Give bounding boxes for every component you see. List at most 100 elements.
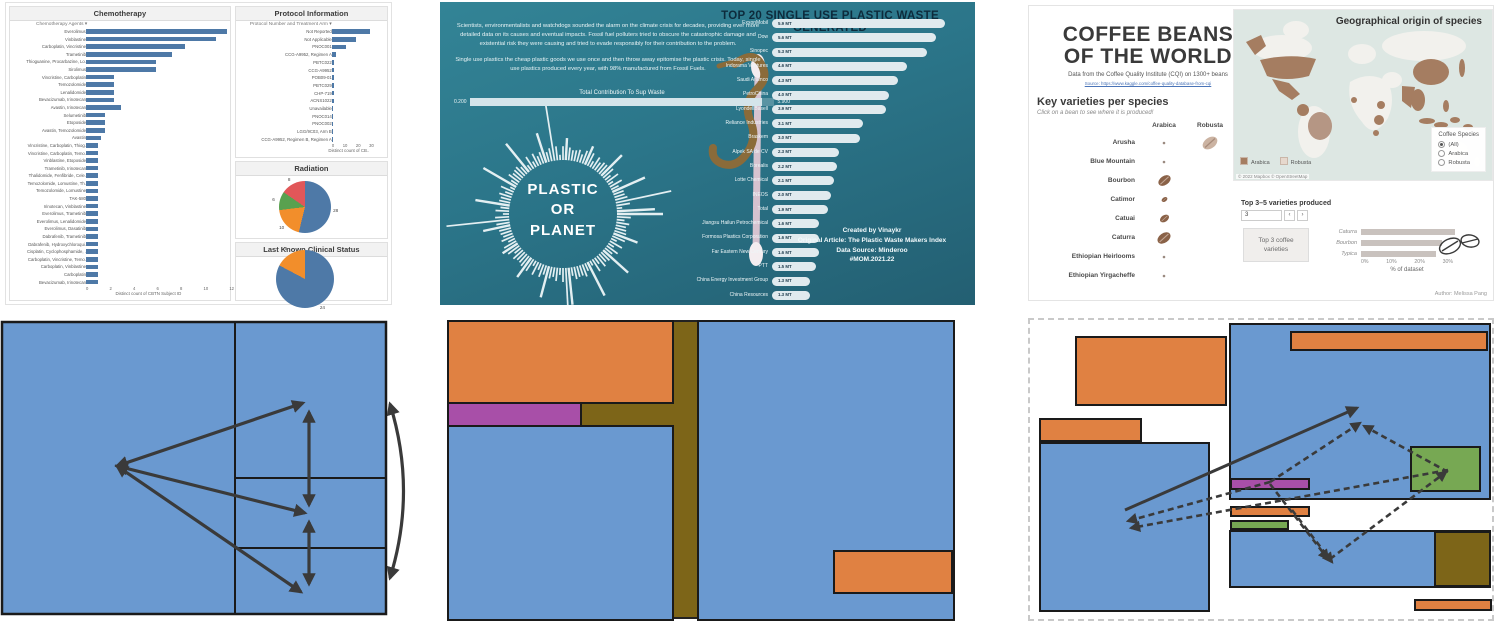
bar-mark[interactable]	[86, 67, 157, 72]
bar-mark[interactable]	[772, 190, 831, 200]
mini-bar-mark[interactable]	[1361, 228, 1455, 235]
bar-mark[interactable]	[331, 52, 336, 57]
bar-mark[interactable]	[772, 33, 937, 43]
bar-mark[interactable]	[86, 272, 99, 277]
arabica-bean-cell[interactable]	[1141, 274, 1187, 278]
bar-mark[interactable]	[86, 219, 99, 224]
bar-mark[interactable]	[772, 233, 819, 243]
bar-mark[interactable]	[331, 98, 335, 104]
bar-mark[interactable]	[86, 279, 99, 285]
block-title-orange	[1075, 336, 1227, 406]
bar-mark[interactable]	[86, 44, 185, 49]
bar-mark[interactable]	[331, 106, 334, 111]
world-map[interactable]: Geographical origin of species Arabica Ro…	[1233, 9, 1493, 181]
bar-mark[interactable]	[86, 59, 157, 65]
bar-mark[interactable]	[331, 83, 335, 88]
arabica-bean-cell[interactable]	[1141, 141, 1187, 145]
bar-mark[interactable]	[772, 104, 887, 114]
bar-mark[interactable]	[772, 290, 811, 300]
bar-mark[interactable]	[772, 119, 863, 129]
bar-mark[interactable]	[86, 203, 99, 209]
bar-mark[interactable]	[772, 219, 819, 229]
arabica-bean-cell[interactable]	[1141, 230, 1187, 246]
species-radio-option[interactable]: Arabica	[1438, 149, 1479, 158]
bar-mark[interactable]	[772, 176, 834, 186]
bar-mark[interactable]	[772, 147, 840, 157]
bar-mark[interactable]	[86, 135, 101, 141]
bar-mark[interactable]	[331, 75, 335, 81]
stepper-value-input[interactable]: 3	[1241, 210, 1282, 221]
bar-mark[interactable]	[772, 205, 828, 215]
bar-mark[interactable]	[85, 29, 227, 34]
chemotherapy-bar-chart[interactable]: Everolimus Vinblastine Carboplatin, Vincri…	[10, 28, 230, 285]
bar-mark[interactable]	[86, 264, 99, 270]
bar-mark[interactable]	[86, 82, 115, 87]
top-3-coffee-varieties-button[interactable]: Top 3 coffee varieties	[1243, 228, 1309, 262]
bar-mark[interactable]	[86, 143, 99, 148]
plastic-top20-bar-chart[interactable]: ExxonMobil 5.9 MT Dow 5.6 MT Sinopec 5.3 MT In…	[696, 19, 967, 300]
bar-mark[interactable]	[86, 165, 99, 171]
arabica-bean-cell[interactable]	[1141, 255, 1187, 259]
coffee-source-link[interactable]: Source: https://www.kaggle.com/coffee-qu…	[1084, 81, 1212, 86]
species-radio-option[interactable]: (All)	[1438, 140, 1479, 149]
bar-mark[interactable]	[86, 150, 99, 156]
bar-mark[interactable]	[772, 133, 860, 143]
stepper-decrement-button[interactable]: ‹	[1284, 210, 1295, 221]
bar-mark[interactable]	[86, 89, 115, 95]
bar-row: Sirolimus	[12, 67, 227, 72]
bar-mark[interactable]	[86, 74, 115, 80]
bar-mark[interactable]	[331, 121, 334, 127]
pie-mark[interactable]	[279, 181, 332, 233]
bar-mark[interactable]	[86, 257, 99, 262]
bar-mark[interactable]	[331, 29, 371, 34]
bar-mark[interactable]	[86, 249, 99, 255]
bar-mark[interactable]	[86, 158, 99, 163]
bar-mark[interactable]	[772, 248, 819, 257]
stepper-increment-button[interactable]: ›	[1297, 210, 1308, 221]
bar-mark[interactable]	[86, 173, 99, 179]
bar-mark[interactable]	[86, 196, 99, 201]
bar-mark[interactable]	[331, 36, 356, 42]
bar-mark[interactable]	[86, 97, 115, 103]
bar-mark[interactable]	[331, 44, 347, 50]
bar-mark[interactable]	[772, 90, 890, 100]
bar-mark[interactable]	[772, 162, 837, 172]
arabica-bean-cell[interactable]	[1141, 160, 1187, 164]
bar-mark[interactable]	[772, 276, 811, 286]
bar-mark[interactable]	[331, 60, 335, 65]
pie-mark[interactable]	[276, 249, 335, 308]
bar-mark[interactable]	[331, 137, 334, 142]
bar-mark[interactable]	[86, 188, 99, 194]
bar-mark[interactable]	[86, 105, 121, 110]
bar-mark[interactable]	[331, 113, 334, 119]
bar-mark[interactable]	[86, 234, 99, 239]
clinical-status-pie-chart[interactable]: 24 5	[236, 246, 387, 310]
arabica-bean-cell[interactable]	[1141, 213, 1187, 224]
bar-mark[interactable]	[86, 241, 99, 247]
bar-mark[interactable]	[772, 76, 899, 86]
species-radio-option[interactable]: Robusta	[1438, 158, 1479, 167]
protocol-bar-chart[interactable]: Not Reported Not Applicable PNOC001 CCG-A99…	[236, 28, 387, 142]
bar-mark[interactable]	[86, 181, 99, 186]
bar-mark[interactable]	[772, 61, 907, 71]
bar-mark[interactable]	[86, 112, 105, 118]
arabica-bean-cell[interactable]	[1141, 173, 1187, 188]
bar-mark[interactable]	[331, 129, 334, 134]
bar-mark[interactable]	[86, 120, 105, 125]
bar-row: Indorama Ventures 4.6 MT	[696, 61, 967, 71]
bar-mark[interactable]	[86, 211, 99, 217]
bar-mark[interactable]	[331, 67, 335, 73]
bar-mark[interactable]	[86, 36, 216, 42]
bar-mark[interactable]	[86, 127, 105, 133]
radiation-pie-chart[interactable]: 28 10 6 8	[236, 176, 387, 238]
bar-mark[interactable]	[772, 262, 816, 272]
mini-bar-mark[interactable]	[1361, 250, 1437, 257]
bar-mark[interactable]	[331, 90, 335, 96]
bar-mark[interactable]	[86, 226, 99, 232]
mini-bar-mark[interactable]	[1361, 239, 1442, 246]
bar-mark[interactable]	[772, 19, 945, 28]
bar-mark[interactable]	[772, 47, 928, 57]
bar-mark[interactable]	[86, 51, 173, 57]
arabica-bean-cell[interactable]	[1141, 196, 1187, 203]
robusta-bean-cell[interactable]	[1187, 134, 1233, 152]
